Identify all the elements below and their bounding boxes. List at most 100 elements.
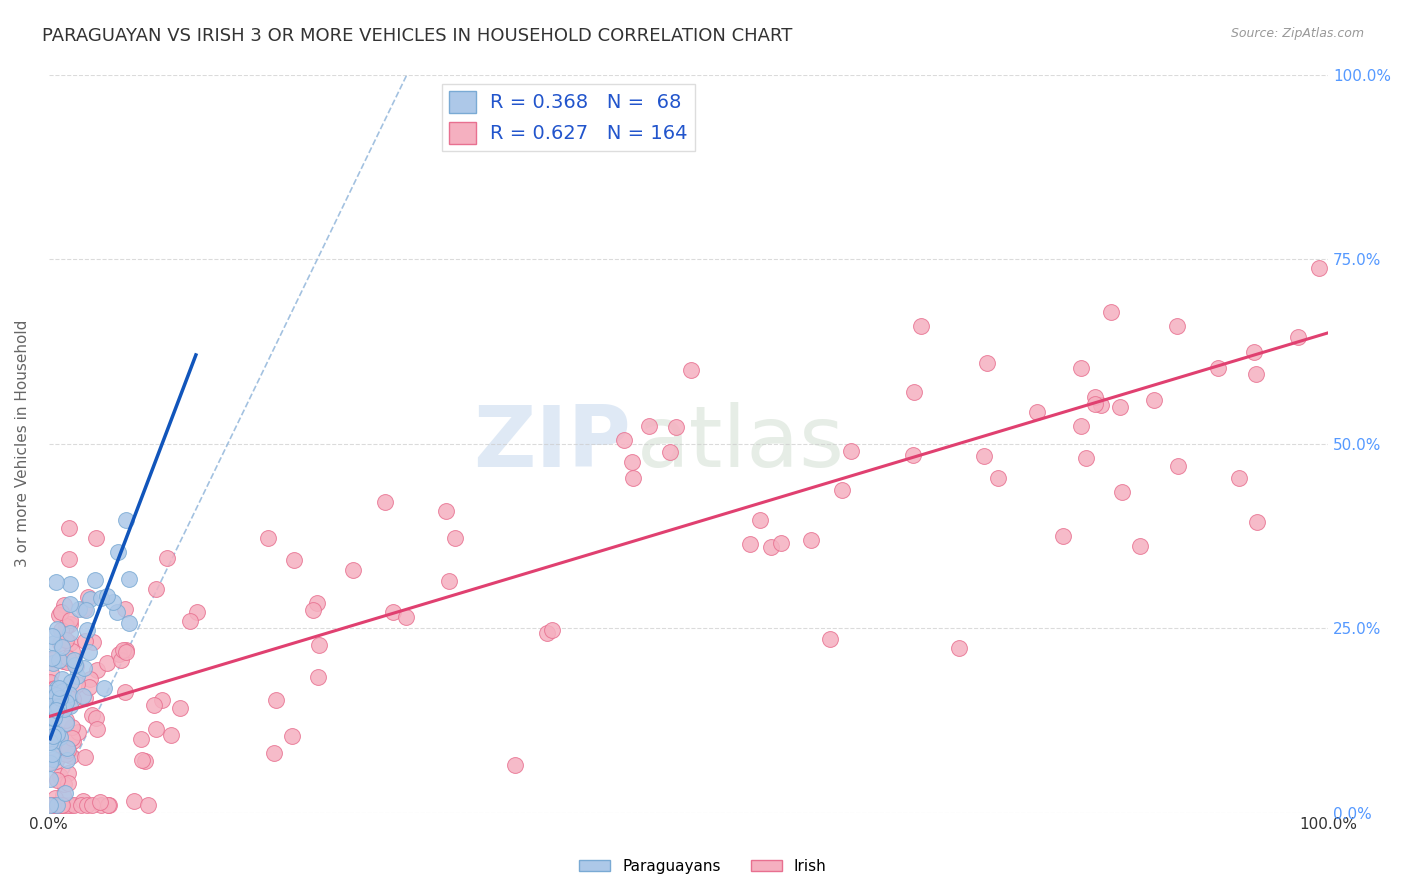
Point xyxy=(749,513,772,527)
Point xyxy=(179,614,201,628)
Point xyxy=(541,623,564,637)
Point xyxy=(1143,392,1166,407)
Point xyxy=(66,669,89,683)
Point xyxy=(118,572,141,586)
Point xyxy=(1074,450,1097,465)
Point xyxy=(759,540,782,554)
Point xyxy=(45,574,67,589)
Point xyxy=(45,622,67,636)
Point xyxy=(42,735,65,749)
Point xyxy=(638,419,661,434)
Point xyxy=(59,626,82,640)
Point xyxy=(72,794,94,808)
Point xyxy=(308,638,330,652)
Point xyxy=(42,798,65,813)
Point xyxy=(82,634,104,648)
Point xyxy=(42,702,65,716)
Point xyxy=(145,722,167,736)
Point xyxy=(53,702,76,716)
Point xyxy=(86,663,108,677)
Point xyxy=(612,434,634,448)
Point xyxy=(55,695,77,709)
Point xyxy=(73,602,96,616)
Point xyxy=(1286,329,1309,343)
Point xyxy=(58,521,80,535)
Point xyxy=(41,725,63,739)
Point xyxy=(80,798,103,813)
Point xyxy=(114,602,136,616)
Point xyxy=(1026,404,1049,418)
Point xyxy=(45,754,67,768)
Point xyxy=(283,553,305,567)
Point xyxy=(56,618,79,632)
Point xyxy=(44,636,66,650)
Point xyxy=(186,605,208,619)
Point xyxy=(39,798,62,813)
Point xyxy=(620,455,643,469)
Point xyxy=(59,636,82,650)
Point xyxy=(740,537,762,551)
Point xyxy=(52,777,75,791)
Point xyxy=(107,647,129,661)
Text: Source: ZipAtlas.com: Source: ZipAtlas.com xyxy=(1230,27,1364,40)
Point xyxy=(75,633,97,648)
Point xyxy=(302,603,325,617)
Point xyxy=(86,710,108,724)
Point xyxy=(84,531,107,545)
Point xyxy=(145,582,167,596)
Point xyxy=(53,786,76,800)
Point xyxy=(903,384,925,399)
Point xyxy=(111,643,134,657)
Point xyxy=(75,690,97,705)
Y-axis label: 3 or more Vehicles in Household: 3 or more Vehicles in Household xyxy=(15,320,30,567)
Point xyxy=(659,444,682,458)
Point xyxy=(39,690,62,705)
Point xyxy=(679,363,702,377)
Point xyxy=(156,550,179,565)
Point xyxy=(90,798,112,813)
Point xyxy=(48,769,70,783)
Point xyxy=(948,640,970,655)
Point xyxy=(910,318,932,333)
Point xyxy=(62,720,84,734)
Point xyxy=(536,625,558,640)
Point xyxy=(129,732,152,747)
Point xyxy=(41,681,63,696)
Point xyxy=(62,643,84,657)
Point xyxy=(39,699,62,714)
Point xyxy=(1099,305,1122,319)
Point xyxy=(39,696,62,710)
Point xyxy=(1227,471,1250,485)
Point xyxy=(56,743,79,757)
Point xyxy=(58,616,80,631)
Point xyxy=(39,697,62,711)
Point xyxy=(41,752,63,766)
Point xyxy=(48,653,70,667)
Point xyxy=(56,753,79,767)
Text: atlas: atlas xyxy=(637,402,845,485)
Point xyxy=(114,685,136,699)
Point xyxy=(62,734,84,748)
Point xyxy=(77,590,100,604)
Point xyxy=(114,645,136,659)
Point xyxy=(39,755,62,769)
Point xyxy=(93,681,115,695)
Point xyxy=(67,725,90,739)
Point xyxy=(1167,458,1189,473)
Point xyxy=(56,765,79,780)
Point xyxy=(42,729,65,743)
Point xyxy=(53,798,76,813)
Point xyxy=(263,746,285,760)
Point xyxy=(52,654,75,668)
Point xyxy=(59,597,82,611)
Point xyxy=(84,573,107,587)
Point xyxy=(105,605,128,619)
Point xyxy=(52,788,75,802)
Point xyxy=(46,773,69,788)
Point xyxy=(51,672,73,686)
Point xyxy=(45,688,67,702)
Text: ZIP: ZIP xyxy=(474,402,631,485)
Point xyxy=(79,681,101,695)
Point xyxy=(39,675,62,690)
Point xyxy=(42,711,65,725)
